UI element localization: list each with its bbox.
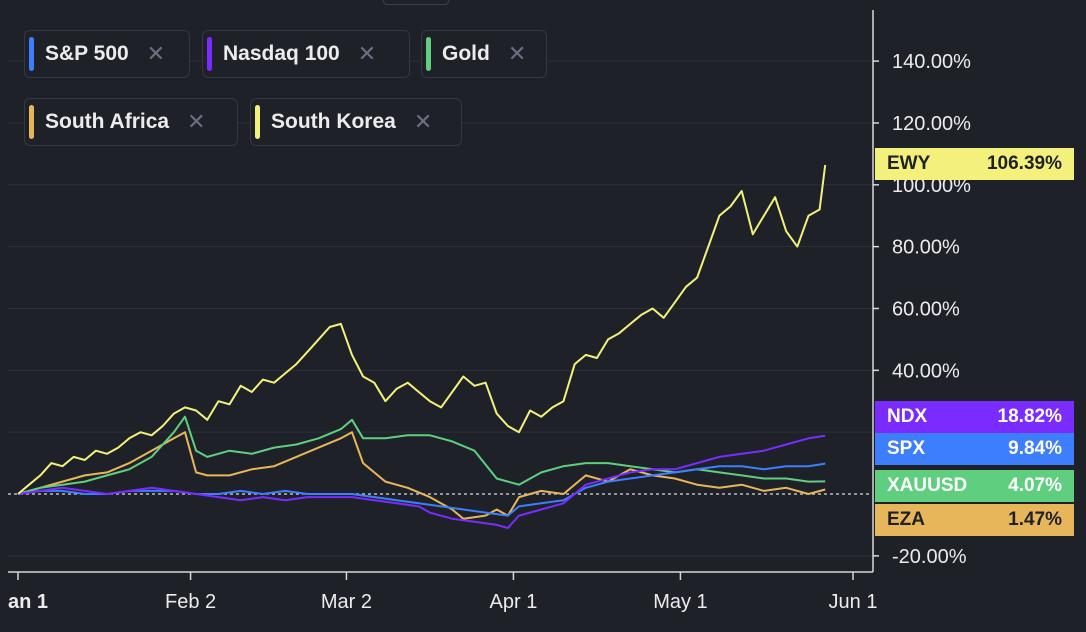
close-icon[interactable]: ✕ — [507, 41, 527, 66]
close-icon[interactable]: ✕ — [357, 41, 377, 66]
legend-label: South Africa — [45, 110, 170, 133]
series-line-spx — [17, 462, 826, 517]
y-tick-label: -20.00% — [892, 546, 967, 568]
series-line-xauusd — [17, 415, 826, 495]
badge-value: 1.47% — [1008, 509, 1062, 530]
x-tick-label: May 1 — [653, 591, 707, 613]
badge-value: 9.84% — [1008, 438, 1062, 459]
close-icon[interactable]: ✕ — [187, 109, 206, 134]
legend-label: S&P 500 — [45, 42, 129, 65]
badge-ticker: SPX — [887, 438, 926, 459]
legend-swatch — [255, 105, 260, 139]
close-icon[interactable]: ✕ — [413, 109, 433, 134]
badge-ticker: EZA — [887, 509, 925, 530]
price-badge-eza: EZA 1.47% — [875, 504, 1074, 536]
series-line-ewy — [17, 164, 827, 495]
legend-item[interactable]: S&P 500 ✕ — [24, 30, 190, 78]
legend-label: Gold — [442, 42, 490, 65]
y-tick-label: 40.00% — [892, 360, 960, 382]
badge-value: 106.39% — [986, 153, 1062, 174]
badge-ticker: NDX — [887, 406, 928, 427]
legend-swatch — [29, 37, 34, 71]
legend-swatch — [426, 37, 431, 71]
x-tick-label: Jun 1 — [829, 591, 878, 613]
legend-label: Nasdaq 100 — [223, 42, 340, 65]
badge-ticker: EWY — [887, 153, 931, 174]
legend-label: South Korea — [271, 110, 396, 133]
x-tick-label: Mar 2 — [321, 591, 372, 613]
series-line-eza — [17, 431, 826, 520]
x-tick-label: an 1 — [8, 591, 48, 613]
legend-item[interactable]: South Korea ✕ — [250, 98, 462, 146]
legend-swatch — [29, 105, 34, 139]
legend-swatch — [207, 37, 212, 71]
badge-value: 18.82% — [997, 406, 1062, 427]
x-tick-label: Feb 2 — [165, 591, 216, 613]
y-tick-label: 100.00% — [892, 175, 971, 197]
close-icon[interactable]: ✕ — [146, 41, 166, 66]
legend-item[interactable]: Nasdaq 100 ✕ — [202, 30, 410, 78]
y-tick-label: 80.00% — [892, 237, 960, 259]
y-tick-label: 60.00% — [892, 298, 960, 320]
y-tick-label: 120.00% — [892, 113, 971, 135]
badge-value: 4.07% — [1008, 475, 1062, 496]
price-badge-spx: SPX 9.84% — [875, 433, 1074, 465]
top-notch-handle[interactable] — [383, 0, 449, 5]
price-badge-ewy: EWY 106.39% — [875, 148, 1074, 180]
badge-ticker: XAUUSD — [887, 475, 968, 496]
legend-item[interactable]: South Africa ✕ — [24, 98, 238, 146]
x-tick-label: Apr 1 — [490, 591, 538, 613]
series-line-ndx — [17, 434, 826, 529]
price-badge-xauusd: XAUUSD 4.07% — [875, 470, 1074, 502]
legend-item[interactable]: Gold ✕ — [421, 30, 547, 78]
price-badge-ndx: NDX 18.82% — [875, 401, 1074, 433]
y-tick-label: 140.00% — [892, 51, 971, 73]
